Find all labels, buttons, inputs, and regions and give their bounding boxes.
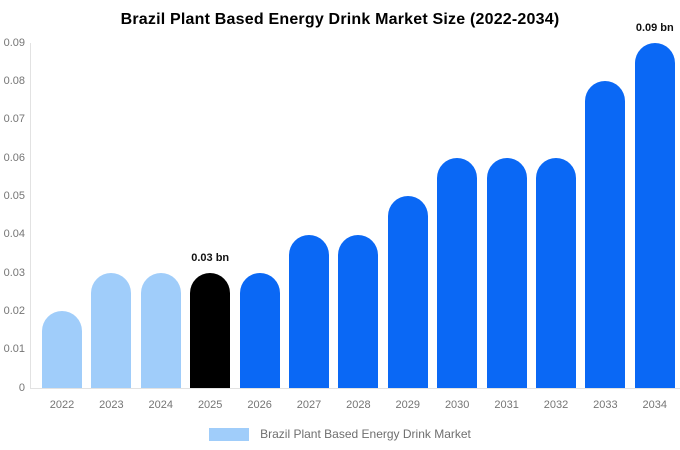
bar-value-label-2025: 0.03 bn	[191, 252, 230, 264]
x-tick-label-2034: 2034	[642, 399, 668, 411]
bar-2027	[289, 234, 329, 388]
bar-2032	[536, 158, 576, 388]
y-tick-label-0.07: 0.07	[3, 113, 25, 126]
x-tick-label-2031: 2031	[494, 399, 519, 411]
bar-2029	[387, 196, 428, 388]
y-axis-line	[30, 43, 31, 388]
legend-swatch	[209, 427, 250, 441]
bar-2031	[486, 158, 527, 388]
x-tick-label-2033: 2033	[593, 399, 618, 411]
bar-2028	[338, 234, 379, 388]
y-tick-label-0.05: 0.05	[3, 189, 25, 202]
y-tick-label-0.03: 0.03	[3, 266, 25, 279]
x-tick-label-2028: 2028	[346, 399, 371, 411]
bar-2033	[585, 81, 626, 388]
x-tick-label-2022: 2022	[49, 399, 75, 411]
bar-2025	[190, 273, 231, 388]
y-tick-label-0.08: 0.08	[3, 74, 25, 87]
bar-2024	[140, 273, 181, 388]
legend-label: Brazil Plant Based Energy Drink Market	[260, 427, 471, 441]
y-tick-label-0.06: 0.06	[3, 151, 25, 164]
legend: Brazil Plant Based Energy Drink Market	[0, 425, 680, 443]
y-tick-label-0.04: 0.04	[3, 228, 25, 241]
chart-title: Brazil Plant Based Energy Drink Market S…	[120, 11, 560, 28]
x-tick-label-2032: 2032	[543, 399, 569, 411]
bar-2026	[239, 273, 280, 388]
x-axis-line	[30, 388, 680, 389]
x-tick-label-2029: 2029	[395, 399, 421, 411]
x-tick-label-2030: 2030	[444, 399, 470, 411]
y-tick-label-0.09: 0.09	[3, 36, 25, 49]
bar-2023	[91, 273, 132, 388]
x-tick-label-2023: 2023	[99, 399, 124, 411]
y-tick-label-0.01: 0.01	[3, 343, 25, 356]
x-tick-label-2024: 2024	[148, 399, 174, 411]
y-tick-label-0: 0	[18, 381, 25, 394]
x-tick-label-2025: 2025	[197, 399, 223, 411]
y-tick-label-0.02: 0.02	[3, 304, 25, 317]
x-tick-label-2027: 2027	[296, 399, 322, 411]
bar-value-label-2034: 0.09 bn	[635, 22, 674, 34]
bar-2030	[437, 158, 478, 388]
x-tick-label-2026: 2026	[247, 399, 272, 411]
bar-2022	[42, 311, 82, 388]
bar-2034	[634, 43, 675, 388]
